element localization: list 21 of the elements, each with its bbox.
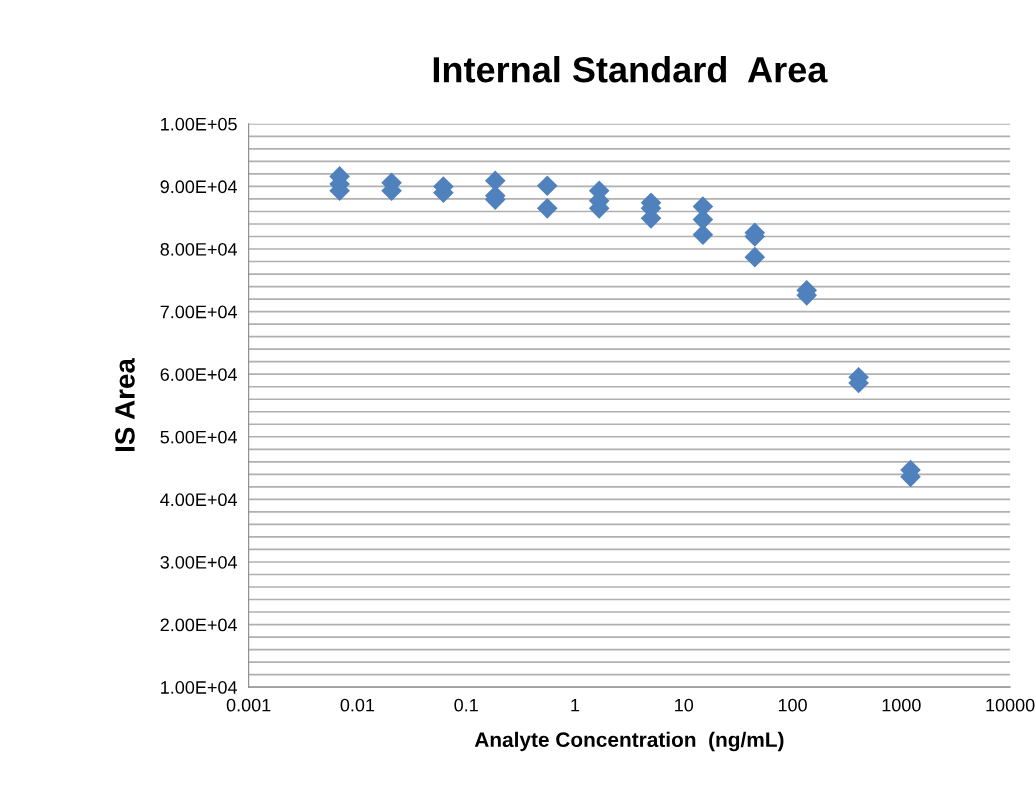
y-tick-label: 5.00E+04 [160, 430, 237, 444]
x-tick-label: 1 [571, 698, 580, 712]
x-tick-label: 100 [778, 698, 807, 712]
y-tick-label: 6.00E+04 [160, 368, 237, 381]
x-axis-title: Analyte Concentration (ng/mL) [474, 731, 784, 752]
x-tick-label: 1000 [882, 698, 921, 712]
x-tick-label: 10 [675, 698, 694, 712]
x-tick-label: 10000 [986, 698, 1035, 712]
x-tick-label: 0.001 [226, 698, 271, 712]
y-tick-label: 7.00E+04 [160, 305, 237, 319]
y-tick-label: 9.00E+04 [160, 180, 237, 194]
x-tick-label: 0.1 [454, 698, 478, 712]
y-tick-label: 1.00E+04 [161, 681, 237, 694]
y-axis-title: IS Area [115, 357, 135, 451]
y-tick-label: 2.00E+04 [160, 618, 237, 632]
chart-title: Internal Standard Area [433, 56, 828, 83]
y-tick-label: 8.00E+04 [160, 242, 237, 256]
x-tick-label: 0.01 [340, 698, 375, 712]
y-tick-label: 3.00E+04 [160, 555, 237, 569]
y-tick-label: 1.00E+05 [161, 117, 237, 131]
y-tick-label: 4.00E+04 [160, 493, 237, 507]
